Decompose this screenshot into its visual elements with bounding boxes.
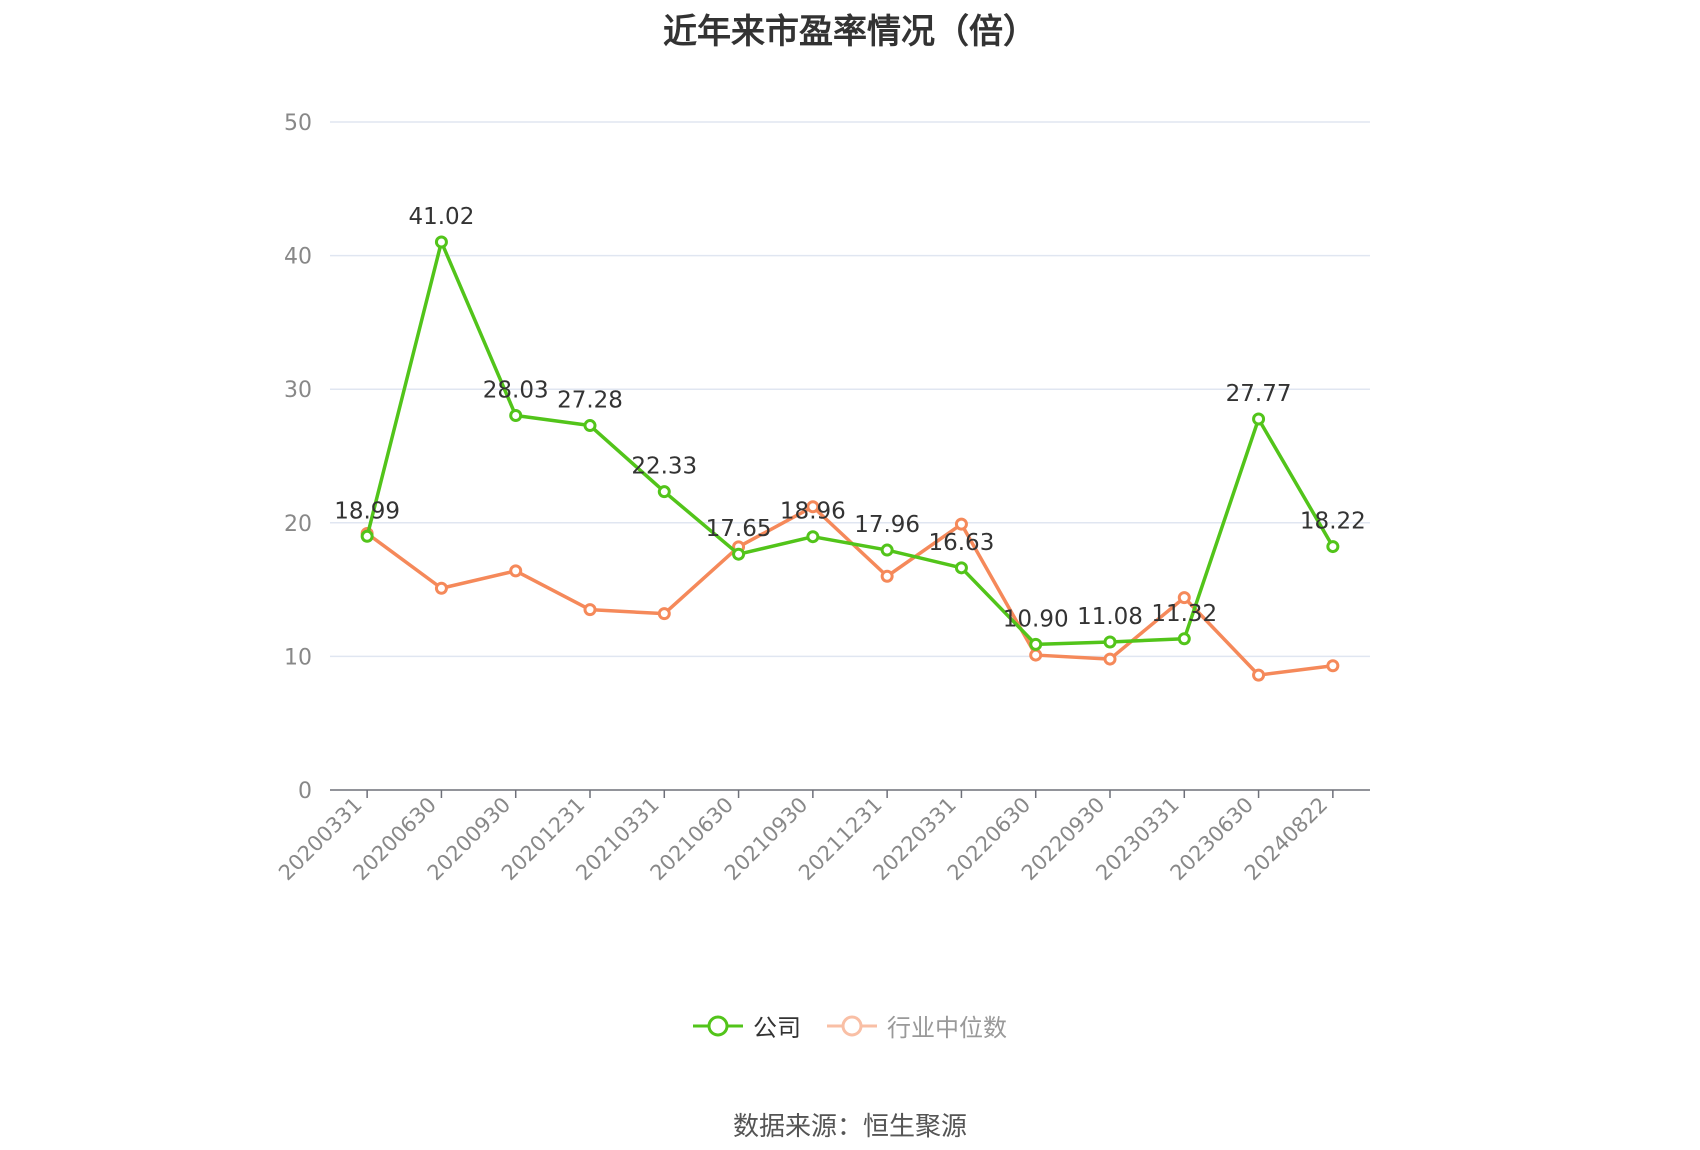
- series-point-industry: [880, 569, 894, 583]
- series-group: [360, 235, 1340, 682]
- data-label: 18.99: [334, 498, 400, 524]
- series-point-company: [583, 419, 597, 433]
- series-point-industry: [509, 564, 523, 578]
- series-point-company: [732, 547, 746, 561]
- series-line-company: [365, 240, 1335, 647]
- data-label: 17.96: [854, 512, 920, 538]
- data-label: 16.63: [928, 530, 994, 556]
- series-point-industry: [1326, 659, 1340, 673]
- data-label: 11.32: [1151, 601, 1217, 627]
- series-point-company: [806, 530, 820, 544]
- legend-label-company: 公司: [753, 1014, 801, 1042]
- pe-line-chart: 0 10 20 30 40 50 2020033120200630202009302020…: [274, 111, 1370, 885]
- data-label: 28.03: [483, 378, 549, 404]
- x-axis: 2020033120200630202009302020123120210331…: [274, 789, 1370, 885]
- y-tick-label: 10: [284, 645, 312, 670]
- legend-item-company[interactable]: 公司: [693, 1008, 801, 1043]
- series-point-company: [1252, 412, 1266, 426]
- data-source: 数据来源：恒生聚源: [732, 1112, 967, 1142]
- series-point-industry: [583, 603, 597, 617]
- y-tick-label: 50: [284, 111, 312, 136]
- data-label: 27.77: [1226, 381, 1292, 407]
- legend-item-industry[interactable]: 行业中位数: [827, 1008, 1007, 1043]
- legend-marker-industry: [827, 1015, 877, 1036]
- data-labels: 18.99 41.02 28.03 27.28 22.33 17.65 18.96 17.96…: [334, 204, 1366, 632]
- data-label: 18.96: [780, 499, 846, 525]
- series-point-company: [880, 543, 894, 557]
- data-label: 27.28: [557, 388, 623, 414]
- series-point-industry: [954, 517, 968, 531]
- data-label: 17.65: [706, 516, 772, 542]
- series-point-company: [1177, 632, 1191, 646]
- legend: 公司 行业中位数: [0, 1008, 1700, 1043]
- data-label: 18.22: [1300, 509, 1366, 535]
- y-tick-label: 30: [284, 378, 312, 403]
- y-axis-ticks: 0 10 20 30 40 50: [284, 111, 312, 804]
- y-tick-label: 0: [298, 779, 312, 804]
- data-label: 10.90: [1003, 606, 1069, 632]
- series-point-industry: [1029, 648, 1043, 662]
- y-tick-label: 20: [284, 512, 312, 537]
- series-point-industry: [657, 607, 671, 621]
- chart-title: 近年来市盈率情况（倍）: [663, 12, 1037, 52]
- series-point-industry: [1252, 668, 1266, 682]
- legend-label-industry: 行业中位数: [887, 1014, 1007, 1042]
- series-point-industry: [1177, 591, 1191, 605]
- series-point-company: [954, 561, 968, 575]
- data-label: 22.33: [631, 454, 697, 480]
- legend-marker-company: [693, 1015, 743, 1036]
- data-label: 41.02: [408, 204, 474, 230]
- series-point-company: [1326, 540, 1340, 554]
- series-point-company: [657, 485, 671, 499]
- series-point-company: [1029, 637, 1043, 651]
- series-point-company: [434, 235, 448, 249]
- series-point-industry: [434, 581, 448, 595]
- series-point-company: [1103, 635, 1117, 649]
- y-tick-label: 40: [284, 245, 312, 270]
- series-line-industry: [366, 505, 1334, 677]
- series-point-industry: [806, 500, 820, 514]
- series-point-industry: [1103, 652, 1117, 666]
- data-label: 11.08: [1077, 604, 1143, 630]
- series-point-company: [360, 529, 374, 543]
- series-point-company: [509, 409, 523, 423]
